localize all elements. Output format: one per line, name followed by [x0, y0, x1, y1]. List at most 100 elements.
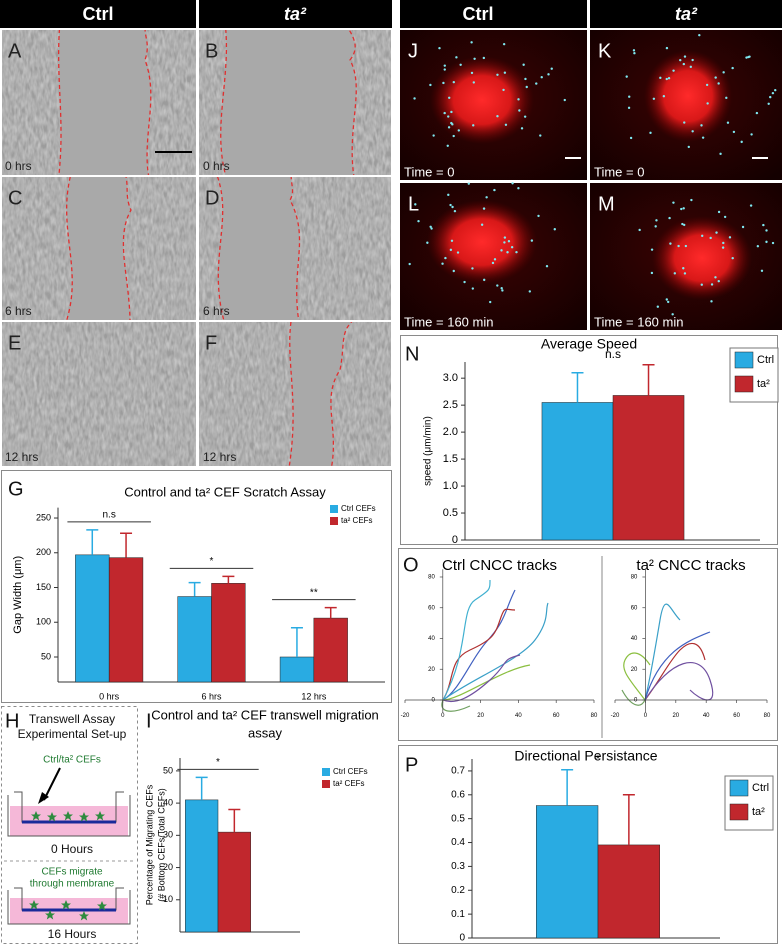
cell-dot [500, 249, 503, 252]
transwell-diagram: Transwell Assay Experimental Set-up Ctrl… [4, 712, 135, 941]
y-axis-label: speed (μm/min) [423, 416, 434, 486]
cell-dot [667, 77, 671, 80]
time-label: 12 hrs [203, 450, 236, 464]
y-tick-label: 10 [163, 894, 173, 904]
cell-dot [638, 228, 641, 232]
plot-title: Ctrl CNCC tracks [442, 557, 557, 574]
x-tick-label: 6 hrs [201, 691, 222, 701]
track [644, 603, 681, 701]
x-tick-label: 40 [515, 713, 522, 719]
panel-letter: G [8, 478, 24, 500]
bar [217, 831, 251, 933]
cell-dot [518, 109, 521, 112]
cell-dot [524, 77, 527, 81]
cell-dot [731, 66, 734, 70]
time-label: 0 hrs [203, 159, 230, 173]
cell-dot [447, 115, 450, 118]
x-tick-label: 20 [672, 713, 679, 719]
cell-dot [530, 239, 534, 242]
y-tick-label: 80 [428, 575, 435, 581]
panel-frame [400, 335, 778, 545]
y-tick-label: 0.2 [451, 885, 465, 896]
y-axis-label: Percentage of Migrating CEFs [144, 784, 154, 905]
y-tick-label: 100 [36, 617, 51, 627]
x-tick-label: 20 [477, 713, 484, 719]
bar [108, 557, 144, 683]
cell-dot [691, 130, 694, 133]
panel-letter: N [405, 343, 419, 365]
legend-swatch [330, 505, 338, 513]
cell-dot [441, 262, 444, 265]
y-tick-label: 50 [163, 765, 173, 775]
bar [536, 805, 599, 939]
cell-dot [706, 102, 709, 105]
cell-dot [447, 126, 451, 129]
significance-label: n.s [605, 347, 621, 361]
scratch-gap [220, 30, 357, 175]
cell-dot [755, 111, 759, 115]
x-tick-label: 0 [644, 713, 648, 719]
cell-dot [714, 276, 717, 279]
cell-dot [443, 111, 446, 115]
cell-dot [700, 283, 703, 286]
track [442, 579, 491, 701]
panel-letter: B [205, 40, 218, 62]
migration-labels: J K L M Time = 0 Time = 0 Time = 160 min… [404, 40, 683, 329]
cell-dot [760, 269, 764, 272]
cell-dot [471, 267, 474, 270]
track [442, 664, 531, 701]
x-tick-label: -20 [401, 713, 410, 719]
explant [652, 216, 752, 300]
chart-title: Control and ta² CEF transwell migration [151, 707, 379, 722]
cell-dot [550, 67, 553, 70]
column-header: Ctrl [463, 4, 494, 24]
cells-label: Ctrl/ta² CEFs [43, 755, 101, 766]
bar [75, 554, 110, 683]
panel-frame [398, 745, 778, 944]
cell-dot [705, 83, 709, 87]
cell-dot [749, 204, 753, 207]
cell-dot [680, 207, 683, 211]
significance-label: n.s [102, 509, 115, 520]
cell-dot [451, 205, 454, 209]
cell-dot [750, 133, 753, 136]
scratch-gap [216, 177, 301, 320]
cell-dot [767, 102, 770, 105]
y-tick-label: 20 [631, 667, 638, 673]
cell-dot [417, 219, 420, 223]
legend-swatch [729, 803, 749, 821]
cell-dot [681, 222, 684, 226]
panel-letter: F [205, 332, 217, 354]
cell-dot [719, 152, 722, 156]
y-tick-label: 0 [459, 933, 465, 944]
chart-title: Control and ta² CEF Scratch Assay [124, 484, 326, 499]
cell-dot [453, 209, 457, 213]
cell-dot [765, 240, 768, 244]
cell-dot [491, 261, 495, 265]
cell-dot [408, 262, 411, 266]
cell-dot [632, 49, 636, 52]
cell-dot [691, 58, 694, 62]
cell-dot [683, 121, 686, 124]
cell-dot [451, 123, 454, 126]
cell-dot [682, 267, 685, 270]
cell-dot [629, 136, 633, 140]
cell-dot [472, 81, 476, 84]
legend-label: ta² CEFs [333, 779, 365, 788]
tracks [441, 579, 714, 712]
cell-dot [690, 198, 693, 202]
cell-dot [687, 145, 690, 149]
significance-label: ** [310, 587, 318, 598]
arrowhead [38, 792, 49, 804]
scratch-gap [288, 322, 353, 466]
time-label: 0 hrs [5, 159, 32, 173]
cell-dot [483, 278, 486, 282]
cell-dot [482, 207, 486, 210]
y-tick-label: 80 [631, 575, 638, 581]
cell-dot [666, 300, 670, 304]
error-bar [222, 575, 235, 584]
arrow [43, 767, 61, 801]
chart-title: assay [248, 725, 282, 740]
bar [185, 799, 219, 933]
cell-dot [671, 313, 674, 316]
